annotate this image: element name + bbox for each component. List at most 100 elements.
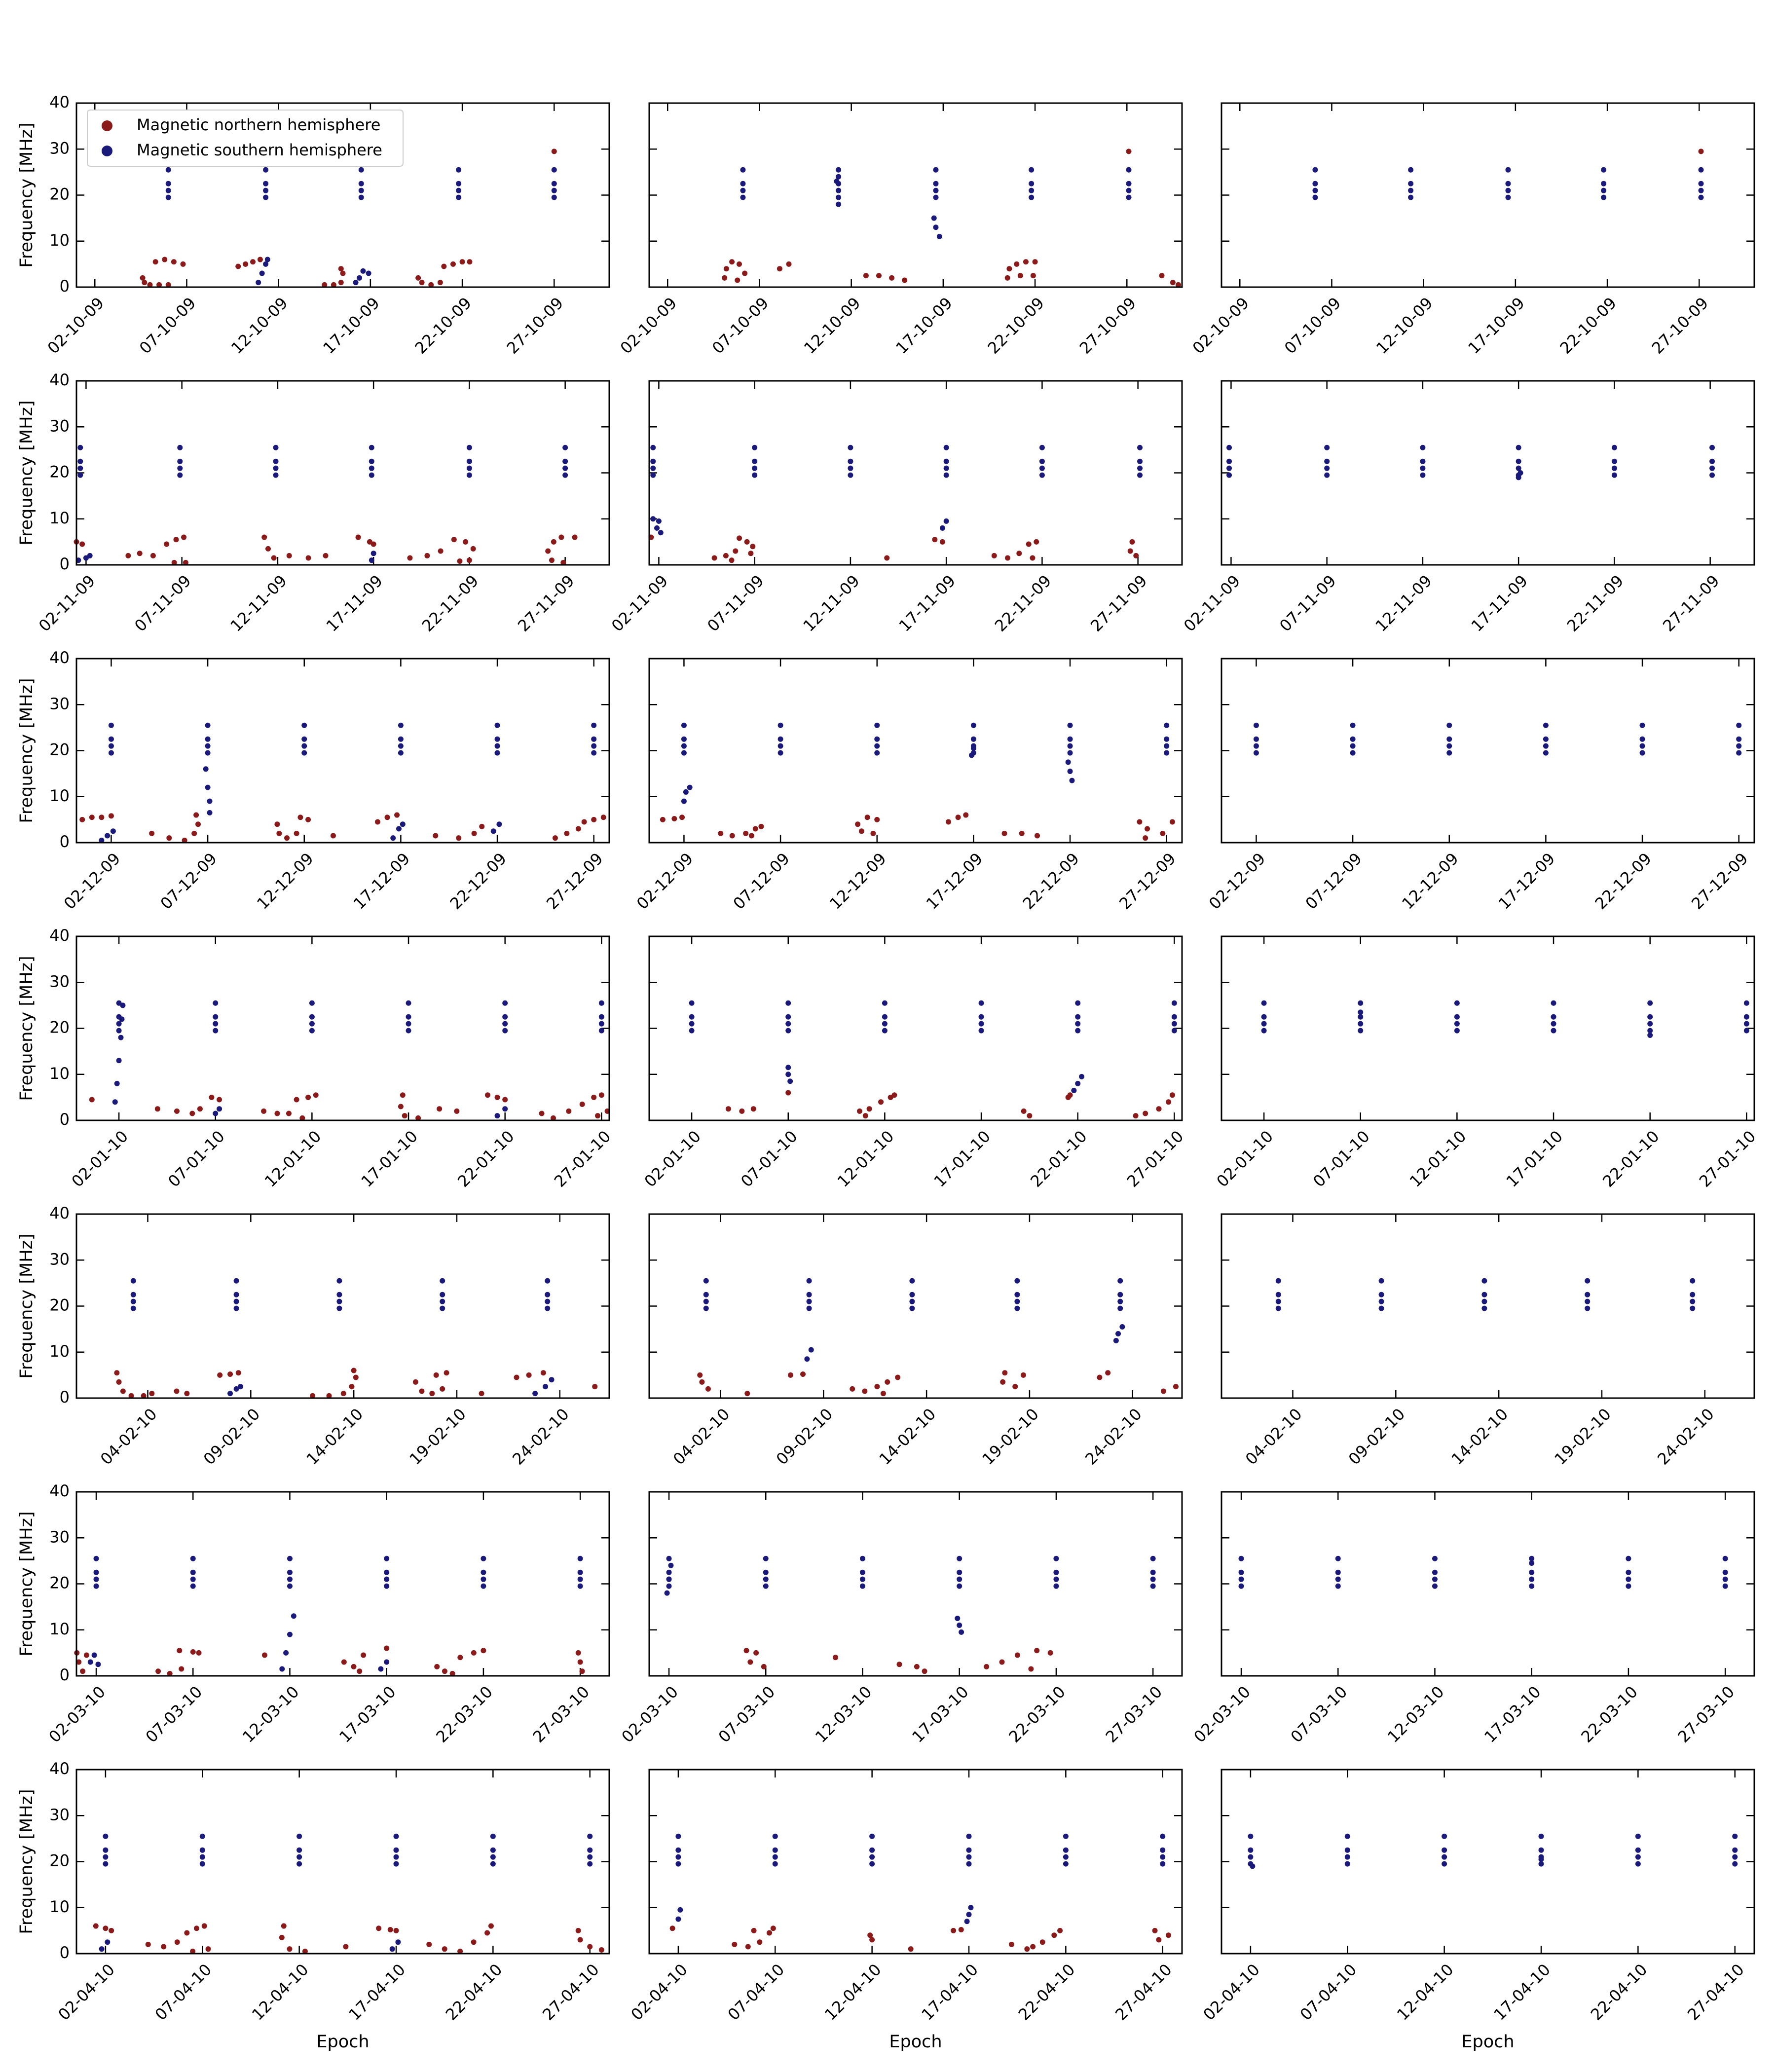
data-point <box>943 518 949 524</box>
data-point <box>177 472 183 478</box>
data-point <box>933 194 939 200</box>
data-point <box>1647 1028 1653 1034</box>
data-point <box>1261 1021 1267 1027</box>
x-tick-label: 12-11-09 <box>799 571 863 635</box>
x-tick-label: 07-01-10 <box>737 1127 801 1191</box>
data-point <box>149 1391 155 1397</box>
data-point <box>265 546 271 552</box>
data-point <box>600 814 606 820</box>
data-point <box>1743 1000 1749 1006</box>
data-point <box>1160 1847 1166 1853</box>
data-point <box>675 1916 681 1922</box>
data-point <box>296 1833 302 1839</box>
data-point <box>456 835 462 841</box>
data-point <box>150 553 156 558</box>
data-point <box>1344 1833 1350 1839</box>
data-point <box>128 1393 134 1399</box>
data-point <box>1690 1292 1696 1297</box>
data-point <box>1635 1861 1641 1867</box>
data-point <box>650 444 656 450</box>
data-point <box>1014 1652 1020 1658</box>
data-point <box>689 1021 695 1027</box>
data-point <box>909 1278 915 1284</box>
x-tick-label: 07-04-10 <box>151 1960 216 2024</box>
data-point <box>1133 553 1139 558</box>
data-point <box>1075 1021 1081 1027</box>
data-point <box>1454 1000 1460 1006</box>
x-tick-label: 02-03-10 <box>45 1682 109 1746</box>
axes-frame <box>75 380 610 566</box>
x-tick-label: 22-03-10 <box>1005 1682 1069 1746</box>
data-point <box>393 1847 399 1853</box>
data-point <box>261 534 267 540</box>
data-point <box>1481 1292 1487 1297</box>
data-point <box>450 261 456 267</box>
data-point <box>968 752 974 758</box>
data-point <box>395 1939 401 1945</box>
data-point <box>261 1108 267 1114</box>
data-point <box>79 816 85 822</box>
data-point <box>968 1905 974 1911</box>
data-point <box>1160 830 1166 836</box>
data-point <box>681 743 687 749</box>
y-tick-label: 30 <box>49 416 70 435</box>
data-point <box>955 1615 961 1621</box>
data-point <box>174 1939 180 1945</box>
data-point <box>1543 750 1549 756</box>
data-point <box>933 181 939 186</box>
data-point <box>283 1650 289 1656</box>
data-point <box>591 722 597 728</box>
data-point <box>575 1650 581 1656</box>
data-point <box>1156 1106 1162 1112</box>
data-point <box>666 1569 672 1575</box>
data-point <box>753 1650 759 1656</box>
data-point <box>1160 1861 1166 1867</box>
x-tick-label: 22-11-09 <box>991 571 1055 635</box>
data-point <box>457 558 463 564</box>
x-tick-label: 22-12-09 <box>446 849 510 913</box>
axes-frame <box>75 1213 610 1399</box>
data-point <box>689 1014 695 1020</box>
x-tick-label: 02-03-10 <box>618 1682 682 1746</box>
data-point <box>539 1110 545 1116</box>
x-tick-label: 12-10-09 <box>1372 294 1437 358</box>
data-point <box>116 1021 122 1027</box>
data-point <box>1173 1384 1179 1390</box>
data-point <box>869 1937 875 1943</box>
data-point <box>1698 167 1704 173</box>
data-point <box>93 1569 99 1575</box>
data-point <box>358 187 364 193</box>
data-point <box>723 553 729 558</box>
data-point <box>1639 722 1645 728</box>
data-point <box>177 1648 183 1654</box>
y-tick-label: 0 <box>60 1388 70 1406</box>
data-point <box>1248 1833 1254 1839</box>
data-point <box>1709 458 1715 464</box>
panel: 02-01-10 07-01-10 12-01-10 17-01-10 22-01-10… <box>1213 935 1759 1191</box>
data-point <box>922 1668 927 1674</box>
data-point <box>1732 1861 1738 1867</box>
data-point <box>1690 1305 1696 1311</box>
data-point <box>1097 1374 1103 1380</box>
data-point <box>203 766 209 772</box>
data-point <box>1601 167 1607 173</box>
data-point <box>205 743 211 749</box>
data-point <box>882 1000 888 1006</box>
x-tick-label: 07-11-09 <box>703 571 768 635</box>
x-tick-label: 02-10-09 <box>617 294 681 358</box>
data-point <box>1408 194 1414 200</box>
data-point <box>1032 259 1038 265</box>
data-point <box>752 444 758 450</box>
y-tick-label: 20 <box>49 185 70 204</box>
data-point <box>598 1000 604 1006</box>
data-point <box>763 1576 769 1582</box>
panel: 02-11-09 07-11-09 12-11-09 17-11-09 22-11-09… <box>608 380 1183 635</box>
data-point <box>1344 1854 1350 1860</box>
data-point <box>196 1650 202 1656</box>
data-point <box>1008 1941 1014 1947</box>
data-point <box>664 1590 670 1596</box>
data-point <box>833 1655 839 1661</box>
data-point <box>235 1370 241 1376</box>
data-point <box>1538 1861 1544 1867</box>
